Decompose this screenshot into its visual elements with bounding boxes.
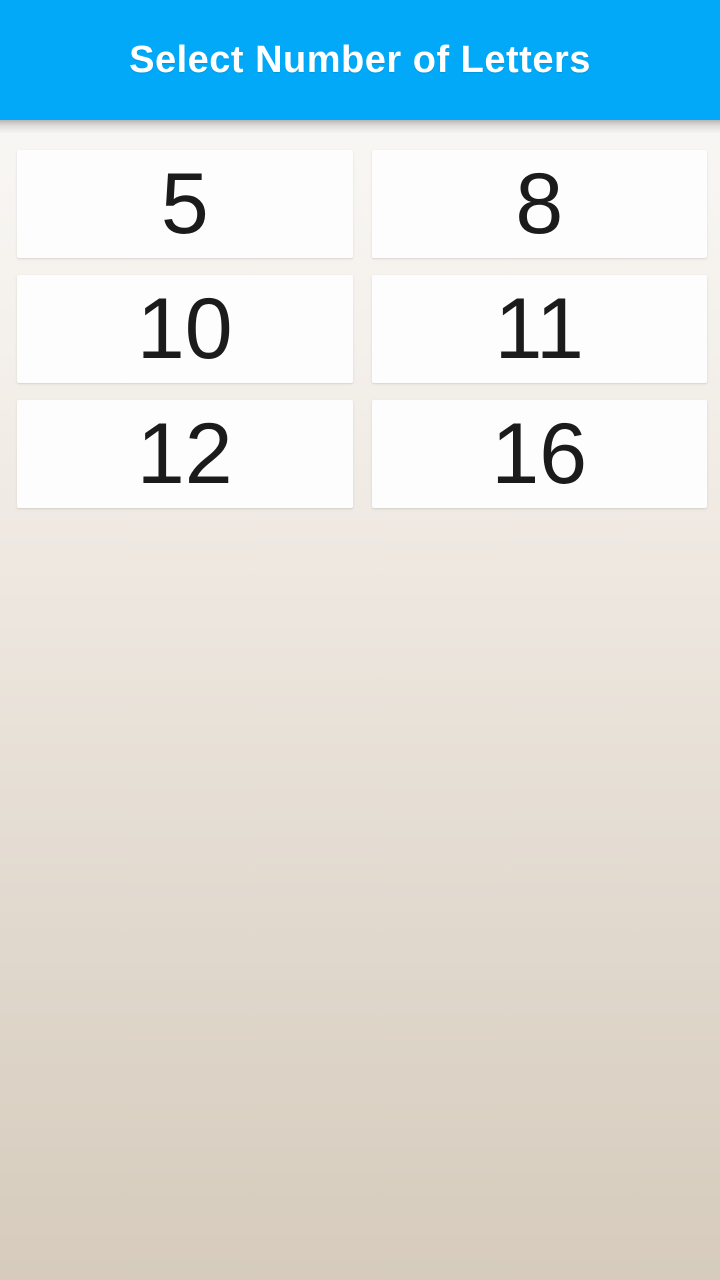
page-title: Select Number of Letters: [129, 38, 591, 81]
letter-count-button-16[interactable]: 16: [371, 400, 707, 508]
title-bar-shadow: [0, 120, 720, 134]
letter-count-button-5[interactable]: 5: [17, 150, 353, 258]
title-bar: Select Number of Letters: [0, 0, 720, 120]
letter-count-grid: 5 8 10 11 12 16: [17, 150, 707, 508]
letter-count-button-10[interactable]: 10: [17, 275, 353, 383]
letter-count-button-11[interactable]: 11: [371, 275, 707, 383]
letter-count-button-8[interactable]: 8: [371, 150, 707, 258]
letter-count-button-12[interactable]: 12: [17, 400, 353, 508]
